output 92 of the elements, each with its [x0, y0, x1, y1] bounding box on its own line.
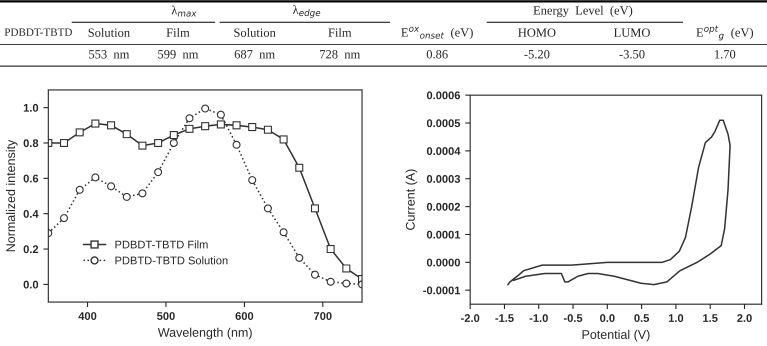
text: Film [166, 28, 190, 37]
point [248, 123, 256, 132]
x-axis-title: Wavelength (nm) [158, 328, 252, 340]
point [91, 120, 100, 128]
point [76, 128, 84, 136]
x-tick-label: -1.0 [530, 314, 548, 322]
line-series [507, 119, 731, 286]
y-tick-label: 0.0004 [426, 147, 460, 156]
point [185, 124, 194, 133]
y-tick-label: 0.0001 [426, 230, 460, 239]
legend-label: PDBDT-TBTD Film [115, 240, 208, 248]
point [107, 121, 116, 130]
point [170, 131, 178, 140]
point [138, 142, 146, 150]
y-tick-label: 0.2 [24, 245, 38, 254]
text: 553 nm [89, 50, 130, 58]
text: Solution [88, 28, 130, 37]
text: λ$_{max}$ [172, 6, 197, 17]
y-tick-label: 0.8 [24, 139, 38, 148]
y-tick-label: 0.0000 [426, 258, 460, 266]
point [76, 186, 84, 194]
point [248, 176, 256, 184]
x-tick-label: 400 [78, 312, 96, 320]
point [216, 120, 225, 128]
point [201, 104, 210, 113]
point [264, 126, 272, 134]
point [280, 135, 288, 144]
text: 0.86 [426, 50, 448, 59]
point [326, 245, 335, 254]
point [154, 138, 162, 148]
point [295, 254, 304, 262]
y-tick-label: 0.0003 [426, 175, 460, 183]
text: Film [328, 28, 352, 37]
y-tick-label: 0.0 [24, 280, 38, 289]
text: Solution [234, 28, 276, 37]
point [154, 168, 162, 176]
x-tick-label: -2.0 [461, 314, 480, 322]
y-tick-label: 0.0005 [426, 119, 460, 128]
point [310, 204, 319, 212]
text: -3.50 [619, 50, 645, 59]
y-tick-label: 0.0002 [426, 202, 460, 211]
x-tick-label: 1.5 [703, 314, 718, 322]
text: -5.20 [524, 50, 550, 59]
y-axis-title: Normalized intensity [6, 140, 18, 252]
y-tick-label: 0.6 [24, 174, 38, 182]
text: 1.70 [714, 50, 736, 59]
text: E$^{opt}$$_{g}$ (eV) [696, 26, 754, 40]
point [170, 138, 178, 148]
point [232, 140, 241, 149]
y-tick-label: 0.4 [24, 210, 39, 218]
x-tick-label: 0.0 [600, 314, 615, 322]
point [264, 204, 272, 212]
y-tick-label: 0.0006 [426, 91, 460, 100]
text: 687 nm [234, 50, 275, 58]
point [295, 164, 304, 172]
point [122, 130, 131, 138]
point [60, 138, 68, 148]
point [342, 279, 350, 288]
point [216, 110, 225, 119]
x-tick-label: -0.5 [564, 314, 582, 322]
text: PDBDT-TBTD [4, 28, 72, 36]
point [91, 173, 100, 182]
point [232, 121, 241, 130]
y-tick-label: 1.0 [24, 104, 38, 112]
point [107, 182, 116, 190]
text: E$^{ox}$$_{onset}$ (eV) [401, 26, 473, 40]
x-tick-label: 700 [314, 312, 332, 320]
point [342, 264, 350, 273]
point [138, 189, 146, 198]
legend-label: PDBTD-TBTD Solution [115, 256, 228, 264]
text: HOMO [518, 28, 556, 37]
x-axis-title: Potential (V) [582, 330, 650, 342]
x-tick-label: 600 [236, 312, 254, 320]
text: 728 nm [320, 50, 360, 58]
text: LUMO [614, 28, 650, 37]
x-tick-label: -1.5 [495, 314, 514, 322]
point [310, 270, 319, 279]
text: Energy Level (eV) [533, 6, 632, 18]
point [60, 214, 68, 222]
x-tick-label: 500 [157, 312, 175, 320]
text: λ$_{edge}$ [292, 5, 320, 18]
point [280, 228, 288, 236]
text: 599 nm [158, 50, 198, 58]
x-tick-label: 1.0 [668, 314, 684, 322]
x-tick-label: 0.5 [634, 314, 650, 322]
point [326, 278, 335, 286]
y-tick-label: -0.0001 [423, 286, 460, 294]
point [185, 114, 194, 122]
y-axis-title: Current (A) [406, 170, 418, 230]
x-tick-label: 2.0 [737, 314, 752, 322]
point [122, 192, 131, 201]
point [201, 122, 210, 130]
